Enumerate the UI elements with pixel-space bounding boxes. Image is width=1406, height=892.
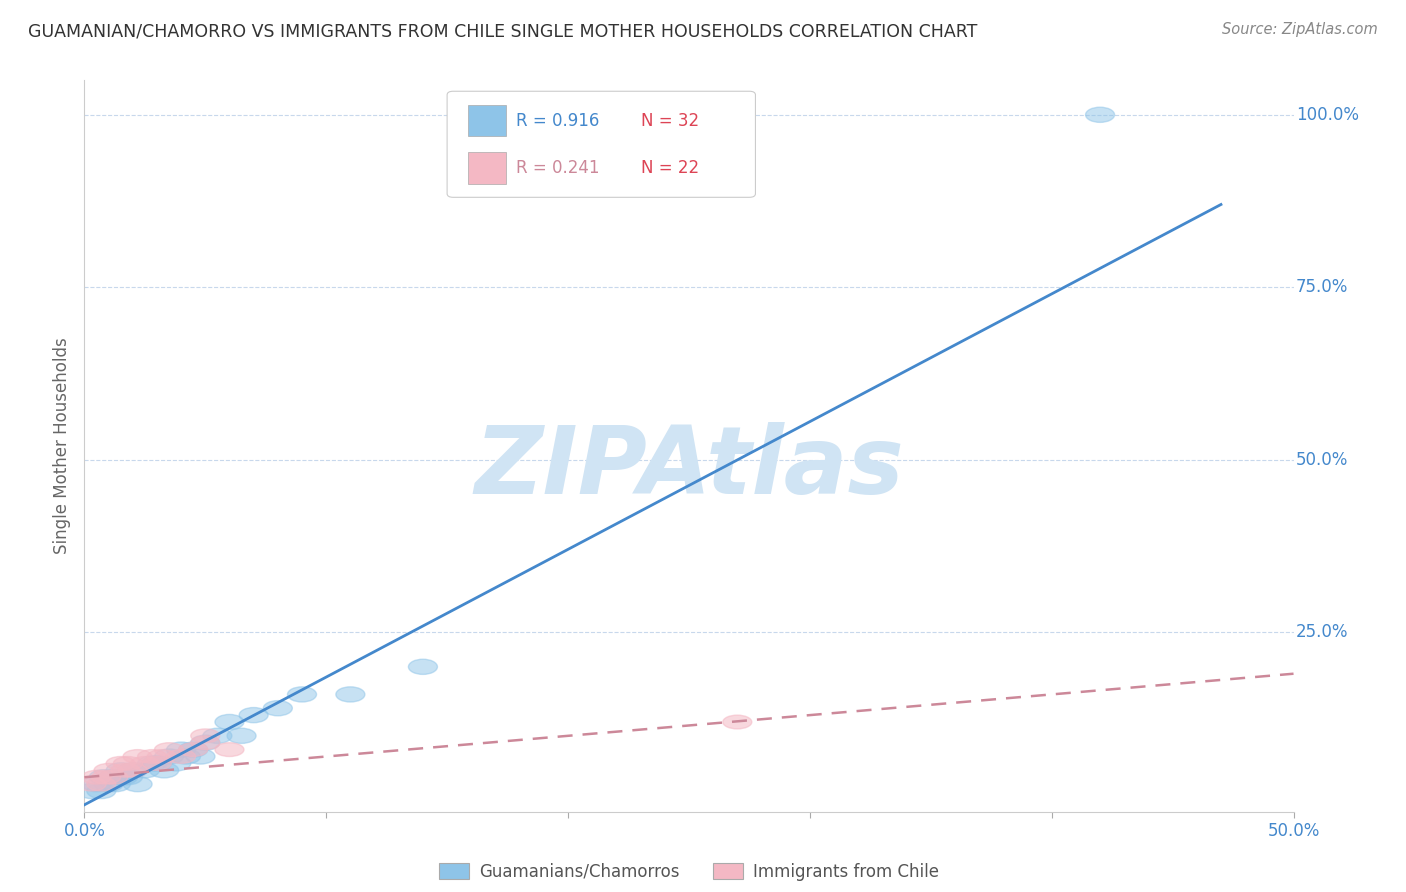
Ellipse shape [111,764,141,777]
Ellipse shape [215,743,245,756]
Ellipse shape [98,770,128,785]
Ellipse shape [124,749,152,764]
Ellipse shape [336,687,366,702]
Ellipse shape [723,715,752,729]
Ellipse shape [98,771,128,784]
Ellipse shape [114,770,142,785]
Ellipse shape [191,736,219,749]
Ellipse shape [77,783,105,798]
Ellipse shape [191,729,219,743]
Text: 50.0%: 50.0% [1296,450,1348,469]
Ellipse shape [155,749,184,764]
Ellipse shape [82,777,111,792]
Text: 25.0%: 25.0% [1296,624,1348,641]
Text: R = 0.916: R = 0.916 [516,112,599,129]
Ellipse shape [124,777,152,792]
Ellipse shape [77,777,105,791]
Ellipse shape [155,743,184,756]
Ellipse shape [215,714,245,730]
Ellipse shape [138,756,166,771]
Ellipse shape [239,707,269,723]
FancyBboxPatch shape [447,91,755,197]
Ellipse shape [186,749,215,764]
Ellipse shape [105,756,135,771]
Ellipse shape [89,770,118,785]
Ellipse shape [131,756,159,771]
Ellipse shape [287,687,316,702]
Ellipse shape [148,749,176,764]
Ellipse shape [202,728,232,743]
Ellipse shape [138,749,166,764]
Text: Source: ZipAtlas.com: Source: ZipAtlas.com [1222,22,1378,37]
Ellipse shape [87,783,115,798]
Ellipse shape [166,742,195,757]
Ellipse shape [118,764,148,777]
Text: 100.0%: 100.0% [1296,106,1360,124]
Ellipse shape [87,777,115,791]
Text: ZIPAtlas: ZIPAtlas [474,422,904,514]
Text: 75.0%: 75.0% [1296,278,1348,296]
Ellipse shape [149,763,179,778]
Text: R = 0.241: R = 0.241 [516,159,599,177]
FancyBboxPatch shape [468,104,506,136]
Ellipse shape [114,756,142,771]
Ellipse shape [162,756,191,771]
Ellipse shape [226,728,256,743]
Ellipse shape [105,763,135,778]
Ellipse shape [131,763,159,778]
Ellipse shape [94,764,124,777]
Ellipse shape [142,756,172,771]
Ellipse shape [263,700,292,715]
Ellipse shape [179,743,208,756]
Text: N = 22: N = 22 [641,159,699,177]
Ellipse shape [172,749,201,764]
FancyBboxPatch shape [468,153,506,184]
Y-axis label: Single Mother Households: Single Mother Households [53,338,72,554]
Ellipse shape [108,770,138,785]
Ellipse shape [82,771,111,784]
Ellipse shape [179,742,208,757]
Ellipse shape [1085,107,1115,122]
Ellipse shape [118,763,148,778]
Ellipse shape [94,777,124,792]
Ellipse shape [191,735,219,750]
Ellipse shape [101,777,131,792]
Text: GUAMANIAN/CHAMORRO VS IMMIGRANTS FROM CHILE SINGLE MOTHER HOUSEHOLDS CORRELATION: GUAMANIAN/CHAMORRO VS IMMIGRANTS FROM CH… [28,22,977,40]
Text: N = 32: N = 32 [641,112,699,129]
Ellipse shape [166,749,195,764]
Ellipse shape [91,771,121,784]
Ellipse shape [408,659,437,674]
Ellipse shape [142,756,172,771]
Legend: Guamanians/Chamorros, Immigrants from Chile: Guamanians/Chamorros, Immigrants from Ch… [433,856,945,888]
